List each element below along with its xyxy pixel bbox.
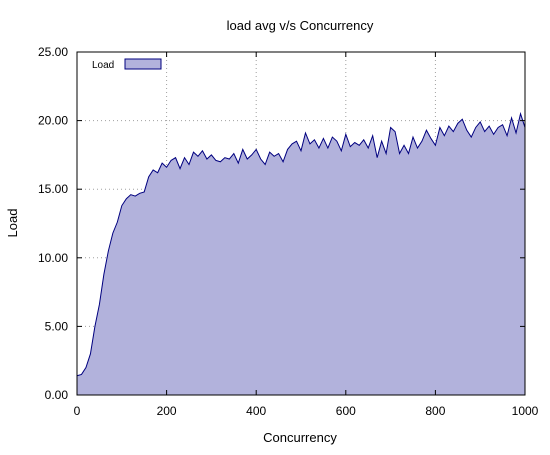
- y-tick-label: 15.00: [38, 182, 68, 196]
- x-tick-label: 800: [425, 404, 445, 418]
- legend: Load: [92, 58, 162, 71]
- series-line: [76, 111, 526, 377]
- x-tick-label: 400: [246, 404, 266, 418]
- y-tick-label: 20.00: [38, 114, 68, 128]
- series-area-layer: [76, 111, 526, 396]
- series-area-fill: [77, 113, 525, 396]
- y-tick-label: 5.00: [45, 319, 69, 333]
- axis-ticks: 0.00 5.00 10.00 15.00 20.00 25.00 0 200 400 600 80…: [38, 45, 539, 418]
- x-tick-label: 200: [157, 404, 177, 418]
- y-axis-label: Load: [5, 209, 20, 238]
- chart-title: load avg v/s Concurrency: [227, 18, 374, 33]
- plot-frame: [76, 51, 526, 396]
- legend-label: Load: [92, 60, 114, 71]
- legend-swatch: [124, 58, 162, 70]
- x-tick-label: 600: [336, 404, 356, 418]
- x-tick-label: 1000: [512, 404, 539, 418]
- x-tick-label: 0: [74, 404, 81, 418]
- y-tick-label: 10.00: [38, 251, 68, 265]
- y-tick-label: 25.00: [38, 45, 68, 59]
- x-axis-label: Concurrency: [263, 430, 337, 445]
- y-tick-label: 0.00: [45, 388, 69, 402]
